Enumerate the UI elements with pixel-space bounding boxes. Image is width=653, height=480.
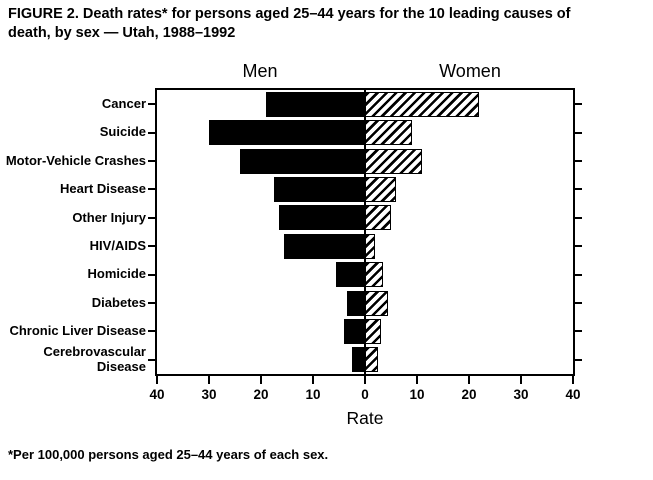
rate-axis-title: Rate — [346, 408, 384, 428]
x-tick-1 — [208, 376, 210, 384]
y-tick — [148, 245, 155, 248]
y-tick — [148, 188, 155, 191]
x-tick-label-4: 0 — [361, 387, 369, 402]
bar-men-other-injury — [279, 205, 365, 231]
y-tick — [148, 358, 155, 361]
y-tick — [575, 358, 582, 361]
y-tick — [575, 160, 582, 162]
bar-men-motor-vehicle-crashes — [240, 148, 365, 174]
category-label-hiv-aids: HIV/AIDS — [89, 237, 146, 253]
x-tick-8 — [572, 376, 574, 384]
rate-axis-tick-labels: 40 30 20 10 0 10 20 30 40 — [149, 387, 580, 403]
rate-axis-ticks — [156, 376, 574, 384]
bar-men-chronic-liver-disease — [344, 318, 365, 344]
women-series-label: Women — [439, 61, 501, 81]
x-tick-0 — [156, 376, 158, 384]
y-tick — [575, 188, 582, 191]
x-tick-label-8: 40 — [565, 387, 581, 402]
y-tick — [575, 103, 582, 106]
bar-men-cancer — [266, 91, 365, 117]
x-tick-label-1: 30 — [201, 387, 217, 402]
y-tick — [148, 216, 155, 219]
bar-women-homicide — [365, 262, 384, 288]
bar-women-diabetes — [365, 290, 389, 316]
x-tick-5 — [416, 376, 418, 384]
row-diabetes — [157, 289, 573, 317]
row-suicide — [157, 118, 573, 146]
x-tick-6 — [468, 376, 470, 384]
y-tick — [575, 273, 582, 276]
bar-women-suicide — [365, 120, 412, 146]
bar-men-homicide — [336, 262, 365, 288]
x-tick-label-2: 20 — [253, 387, 269, 402]
row-motor-vehicle-crashes — [157, 147, 573, 175]
bar-men-heart-disease — [274, 176, 365, 202]
y-tick — [575, 131, 582, 134]
y-tick — [148, 160, 155, 162]
footnote: *Per 100,000 persons aged 25–44 years of… — [8, 447, 329, 462]
category-label-suicide: Suicide — [99, 124, 146, 140]
figure-title: FIGURE 2. Death rates* for persons aged … — [8, 6, 571, 41]
x-tick-label-0: 40 — [149, 387, 165, 402]
y-tick — [575, 245, 582, 248]
y-tick — [575, 330, 582, 333]
y-tick — [148, 131, 155, 134]
x-tick-2 — [260, 376, 262, 384]
y-tick — [575, 302, 582, 304]
x-tick-label-5: 10 — [409, 387, 425, 402]
row-other-injury — [157, 204, 573, 232]
x-tick-label-3: 10 — [305, 387, 321, 402]
bar-women-motor-vehicle-crashes — [365, 148, 423, 174]
bar-men-diabetes — [346, 290, 365, 316]
bar-women-cancer — [365, 91, 480, 117]
row-homicide — [157, 260, 573, 288]
y-tick — [148, 330, 155, 333]
bar-women-hiv-aids — [365, 233, 376, 259]
category-label-heart-disease: Heart Disease — [60, 181, 146, 197]
category-axis-ticks-left — [148, 90, 155, 374]
men-series-label: Men — [242, 61, 278, 81]
category-label-cancer: Cancer — [101, 96, 146, 112]
row-cancer — [157, 90, 573, 118]
row-heart-disease — [157, 175, 573, 203]
x-tick-label-7: 30 — [513, 387, 529, 402]
category-label-cerebrovascular-disease: Cerebrovascular Disease — [43, 344, 146, 374]
category-axis-ticks-right — [575, 90, 582, 374]
bar-women-chronic-liver-disease — [365, 318, 381, 344]
category-label-motor-vehicle-crashes: Motor-Vehicle Crashes — [5, 152, 146, 168]
bar-men-hiv-aids — [284, 233, 365, 259]
category-label-diabetes: Diabetes — [91, 294, 146, 310]
category-label-chronic-liver-disease: Chronic Liver Disease — [9, 323, 146, 339]
bar-women-other-injury — [365, 205, 391, 231]
category-label-other-injury: Other Injury — [72, 209, 146, 225]
zero-axis-line — [364, 90, 366, 374]
bar-women-cerebrovascular-disease — [365, 347, 378, 373]
bar-women-heart-disease — [365, 176, 397, 202]
y-tick — [148, 103, 155, 106]
bar-men-suicide — [209, 120, 365, 146]
x-tick-3 — [312, 376, 314, 384]
plot-area — [155, 88, 575, 376]
x-tick-4 — [364, 376, 366, 384]
y-tick — [148, 302, 155, 304]
category-label-homicide: Homicide — [87, 266, 146, 282]
y-tick — [575, 216, 582, 219]
x-tick-label-6: 20 — [461, 387, 477, 402]
x-tick-7 — [520, 376, 522, 384]
category-axis-labels: Cancer Suicide Motor-Vehicle Crashes Heart … — [0, 90, 146, 374]
y-tick — [148, 273, 155, 276]
